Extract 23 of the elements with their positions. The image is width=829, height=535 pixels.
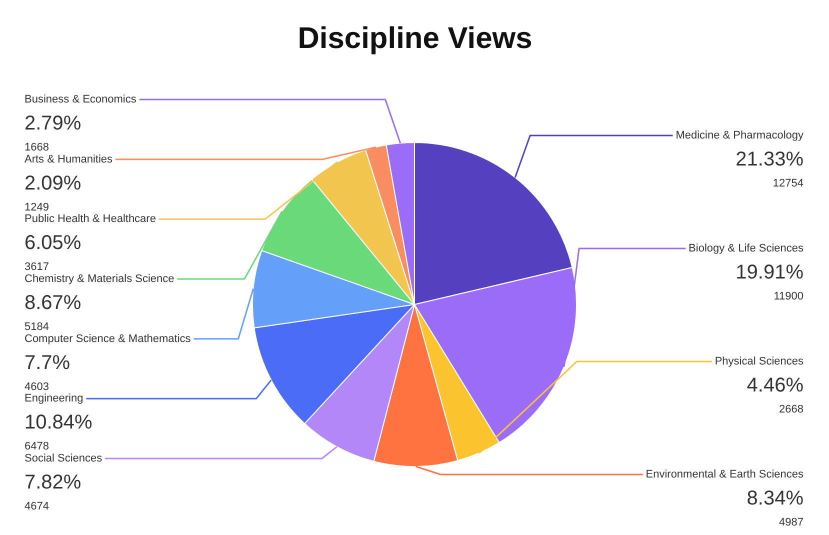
data-label: 2.09% 1249	[24, 172, 82, 214]
data-label: 21.33% 12754	[736, 148, 804, 190]
data-label: 8.34% 4987	[746, 488, 804, 528]
slice-label: Biology & Life Sciences	[688, 242, 804, 254]
slice-label: Environmental & Earth Sciences	[646, 468, 804, 480]
slice-label: Medicine & Pharmacology	[676, 130, 804, 142]
data-label: 7.7% 4603	[24, 352, 70, 393]
slice-label: Chemistry & Materials Science	[24, 273, 174, 285]
data-label: 10.84% 6478	[24, 412, 93, 453]
slice-label: Public Health & Healthcare	[24, 213, 156, 226]
slice-label: Business & Economics	[24, 94, 137, 106]
slice-label: Arts & Humanities	[24, 153, 114, 166]
data-label: 2.79% 1668	[24, 112, 82, 154]
slice-label: Computer Science & Mathematics	[24, 332, 192, 345]
slice-label: Physical Sciences	[714, 356, 804, 368]
data-label: 8.67% 5184	[24, 292, 82, 333]
data-label: 7.82% 4674	[24, 472, 82, 512]
data-label: 19.91% 11900	[736, 262, 804, 302]
slice-label: Social Sciences	[24, 452, 103, 464]
data-label: 4.46% 2668	[746, 374, 804, 416]
chart-title: Discipline Views	[298, 22, 532, 55]
data-label: 6.05% 3617	[24, 232, 82, 274]
slice-label: Engineering	[24, 392, 84, 405]
